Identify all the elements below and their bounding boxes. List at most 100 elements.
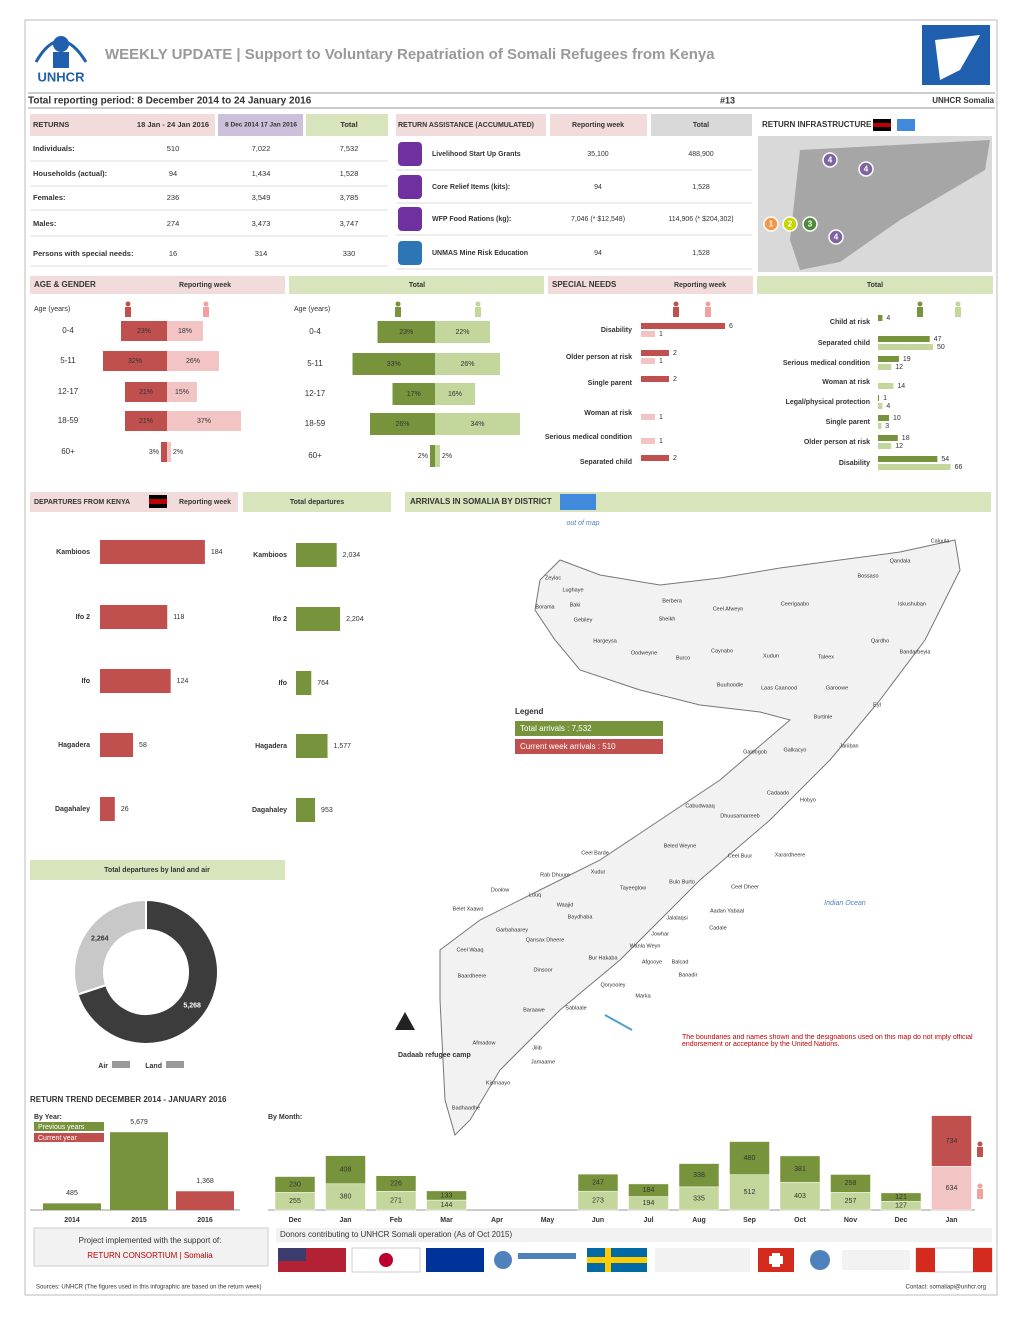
bar — [296, 734, 328, 758]
table-cell: 1,528 — [692, 250, 710, 257]
bar — [878, 435, 898, 441]
chart-title: Total — [409, 282, 425, 289]
value-label: 2% — [442, 453, 452, 460]
category-label: Sep — [743, 1217, 756, 1224]
value-label: 22% — [455, 329, 469, 336]
table-cell: 16 — [169, 249, 177, 258]
donor-logos — [278, 1247, 993, 1273]
district-label: Marka — [635, 993, 651, 999]
marker-label: 4 — [834, 233, 839, 242]
map-disclaimer-box: The boundaries and names shown and the d… — [682, 1034, 973, 1048]
legend-swatch — [515, 739, 663, 754]
value-label: 1 — [659, 438, 663, 445]
value-label: 58 — [139, 742, 147, 749]
marker-label: 3 — [808, 220, 813, 229]
bar — [641, 323, 725, 329]
marker — [802, 216, 818, 232]
bar — [641, 331, 655, 337]
person-icon — [977, 1141, 983, 1147]
bar-segment — [931, 1115, 972, 1167]
chart-title: Total departures by land and air — [104, 867, 210, 874]
district-label: Sheikh — [659, 616, 676, 622]
bar — [878, 423, 882, 429]
logo-text: UNHCR — [38, 69, 86, 84]
value-label: 15% — [175, 389, 189, 396]
value-label: 1,368 — [196, 1178, 214, 1185]
category-label: 18-59 — [58, 416, 79, 425]
district-label: Taleex — [818, 654, 834, 660]
table-cell: 94 — [594, 184, 602, 191]
legend-icon — [112, 1061, 130, 1068]
value-label: 12 — [895, 443, 903, 450]
person-icon — [673, 307, 679, 317]
value-label: 258 — [845, 1180, 857, 1187]
category-label: Separated child — [580, 459, 632, 466]
value-label: 19 — [903, 356, 911, 363]
category-label: Ifo — [278, 680, 287, 687]
table-cell: 114,906 (* $204,302) — [668, 216, 733, 223]
district-label: Gebiley — [574, 617, 593, 623]
bar — [878, 415, 889, 421]
district-label: Afgooye — [642, 959, 662, 965]
marker — [828, 229, 844, 245]
district-label: Banadir — [679, 972, 698, 978]
district-label: Ceel Dheer — [731, 884, 759, 890]
bar-segment — [729, 1174, 770, 1211]
bar — [435, 413, 520, 435]
table-header: Total — [693, 122, 709, 129]
arrow — [604, 1014, 633, 1031]
category-label: Child at risk — [830, 319, 870, 326]
table-cell: 510 — [167, 144, 180, 153]
value-label: 50 — [937, 344, 945, 351]
support-label: Project implemented with the support of: — [79, 1236, 222, 1245]
category-label: 0-4 — [309, 327, 321, 336]
category-label: Kambioos — [253, 552, 287, 559]
category-label: 18-59 — [305, 419, 326, 428]
value-label: 26% — [186, 358, 200, 365]
bar — [167, 442, 171, 462]
title: WEEKLY UPDATE | Support to Voluntary Rep… — [105, 46, 715, 63]
district-label: Berbera — [662, 598, 683, 604]
district-label: Qardho — [871, 638, 889, 644]
bar — [878, 464, 951, 470]
category-label: Woman at risk — [822, 379, 870, 386]
value-label: 16% — [448, 391, 462, 398]
sources: Sources: UNHCR (The figures used in this… — [36, 1285, 261, 1291]
bar-segment — [274, 1176, 316, 1193]
district-label: Ceel Afweyn — [713, 606, 744, 612]
bar — [296, 607, 341, 631]
value-label: 2,204 — [346, 616, 364, 623]
bar — [167, 382, 197, 402]
value-label: 17% — [407, 391, 421, 398]
header-bg — [30, 860, 285, 880]
table-cell: 1,528 — [340, 169, 359, 178]
value-label: 255 — [289, 1198, 301, 1205]
table-cell: WFP Food Rations (kg): — [432, 216, 511, 223]
value-label: 127 — [895, 1202, 907, 1209]
person-icon — [395, 301, 401, 307]
bar — [878, 315, 883, 321]
marker — [782, 216, 798, 232]
header-bg — [651, 114, 752, 136]
district-label: Qansax Dheere — [526, 937, 565, 943]
category-label: 5-11 — [307, 359, 323, 368]
value-label: 3% — [149, 449, 159, 456]
table-header: 18 Jan - 24 Jan 2016 — [137, 120, 209, 129]
district-label: Baki — [570, 602, 581, 608]
value-label: 257 — [845, 1198, 857, 1205]
header-bg — [405, 492, 991, 512]
district-label: Garbahaarey — [496, 927, 528, 933]
bar — [878, 336, 930, 342]
district-label: Aadan Yabaal — [710, 908, 744, 914]
chart-title: Total — [867, 282, 883, 289]
chart-title: Reporting week — [179, 282, 231, 289]
table-cell: 3,747 — [340, 219, 359, 228]
category-label: Disability — [601, 327, 632, 334]
value-label: 3 — [885, 423, 889, 430]
table-cell: Females: — [33, 193, 66, 202]
district-label: Waajid — [557, 902, 574, 908]
bar — [167, 321, 203, 341]
legend-item: Total arrivals : 7,532 — [520, 724, 592, 733]
district-label: Iskushuban — [898, 601, 926, 607]
